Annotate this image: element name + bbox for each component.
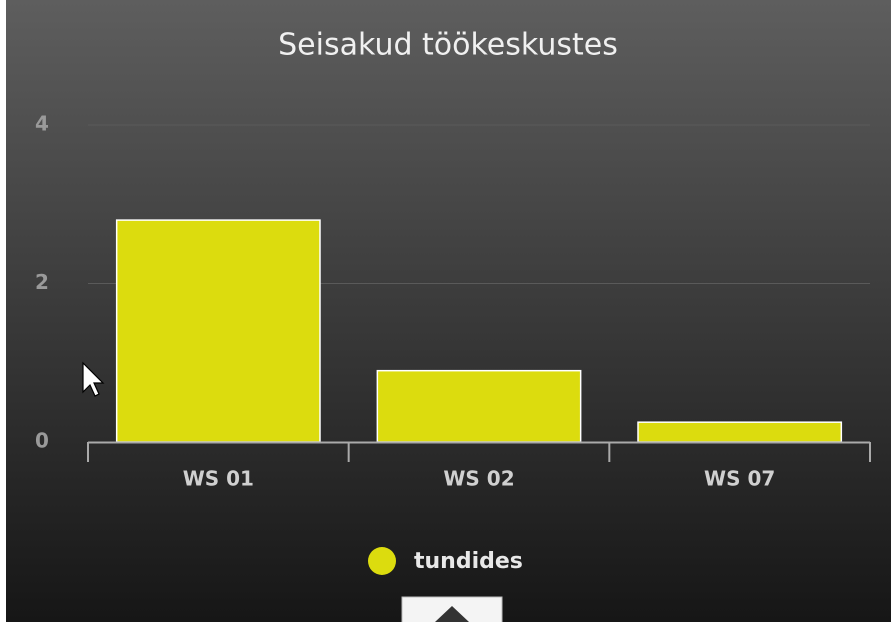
y-tick-label: 2 bbox=[35, 270, 49, 294]
x-tick-label: WS 02 bbox=[443, 467, 514, 491]
bar bbox=[115, 219, 321, 443]
legend-marker bbox=[368, 547, 396, 575]
y-tick-label: 0 bbox=[35, 429, 49, 453]
scroll-up-button[interactable] bbox=[401, 596, 503, 622]
bar bbox=[376, 369, 582, 443]
chart-title: Seisakud töökeskustes bbox=[278, 28, 618, 63]
cursor bbox=[82, 361, 105, 397]
x-tick-label: WS 01 bbox=[183, 467, 254, 491]
bar bbox=[637, 421, 843, 443]
legend-label: tundides bbox=[414, 549, 523, 574]
y-tick-label: 4 bbox=[35, 112, 49, 136]
x-tick-label: WS 07 bbox=[704, 467, 775, 491]
